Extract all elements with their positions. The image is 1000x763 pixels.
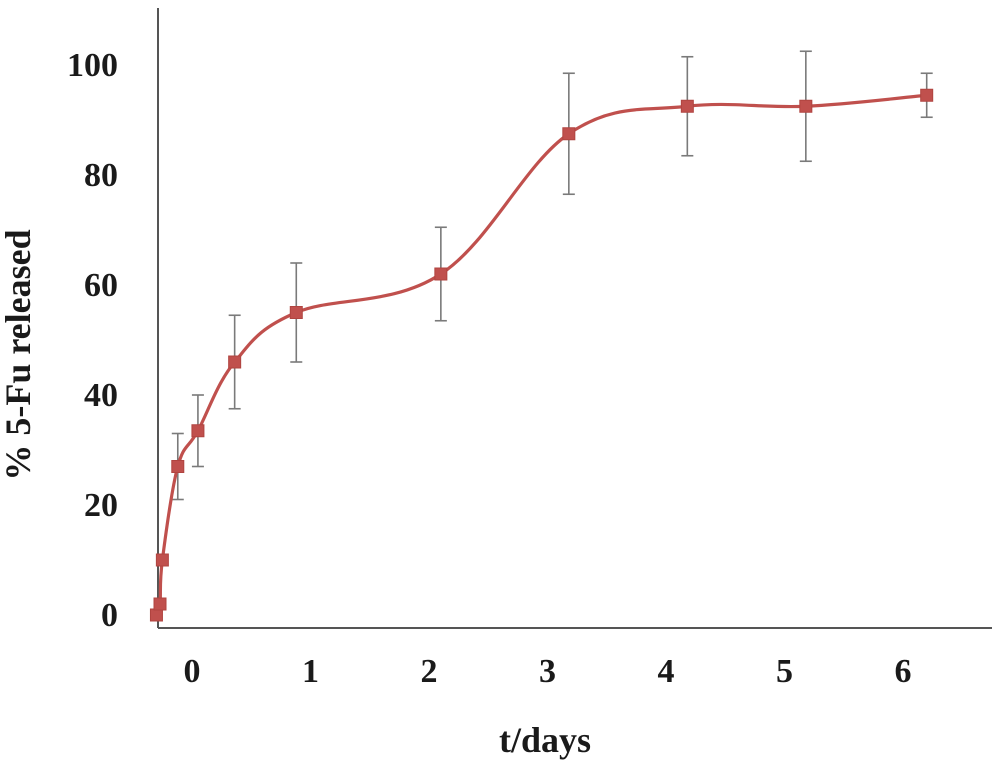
x-tick-label-0: 0 bbox=[184, 653, 201, 690]
data-point-2 bbox=[155, 553, 169, 567]
data-point-9 bbox=[680, 99, 694, 113]
x-tick-labels: 0 1 2 3 4 5 6 bbox=[184, 653, 912, 690]
x-tick-label-6: 6 bbox=[895, 653, 912, 690]
data-point-8 bbox=[562, 127, 576, 141]
y-tick-label-60: 60 bbox=[84, 267, 118, 304]
x-tick-label-1: 1 bbox=[302, 653, 319, 690]
axes bbox=[157, 8, 992, 629]
y-tick-label-100: 100 bbox=[67, 47, 118, 84]
data-point-0 bbox=[149, 608, 163, 622]
y-tick-label-40: 40 bbox=[84, 377, 118, 414]
data-point-7 bbox=[434, 267, 448, 281]
x-tick-label-4: 4 bbox=[658, 653, 675, 690]
x-tick-label-2: 2 bbox=[421, 653, 438, 690]
series bbox=[149, 50, 934, 622]
data-point-1 bbox=[153, 597, 167, 611]
data-point-3 bbox=[171, 460, 185, 473]
y-tick-label-0: 0 bbox=[101, 597, 118, 634]
y-tick-labels: 0 20 40 60 80 100 bbox=[67, 47, 118, 634]
x-tick-label-3: 3 bbox=[539, 653, 556, 690]
data-point-4 bbox=[191, 424, 205, 438]
y-tick-label-80: 80 bbox=[84, 157, 118, 194]
x-axis-title: t/days bbox=[499, 720, 591, 760]
y-tick-label-20: 20 bbox=[84, 487, 118, 524]
data-point-6 bbox=[289, 306, 303, 319]
x-tick-label-5: 5 bbox=[776, 653, 793, 690]
data-point-10 bbox=[799, 99, 813, 113]
data-point-11 bbox=[920, 88, 934, 102]
y-axis-title: % 5-Fu released bbox=[0, 229, 38, 480]
series-line-0 bbox=[154, 93, 927, 616]
data-point-5 bbox=[228, 355, 242, 369]
